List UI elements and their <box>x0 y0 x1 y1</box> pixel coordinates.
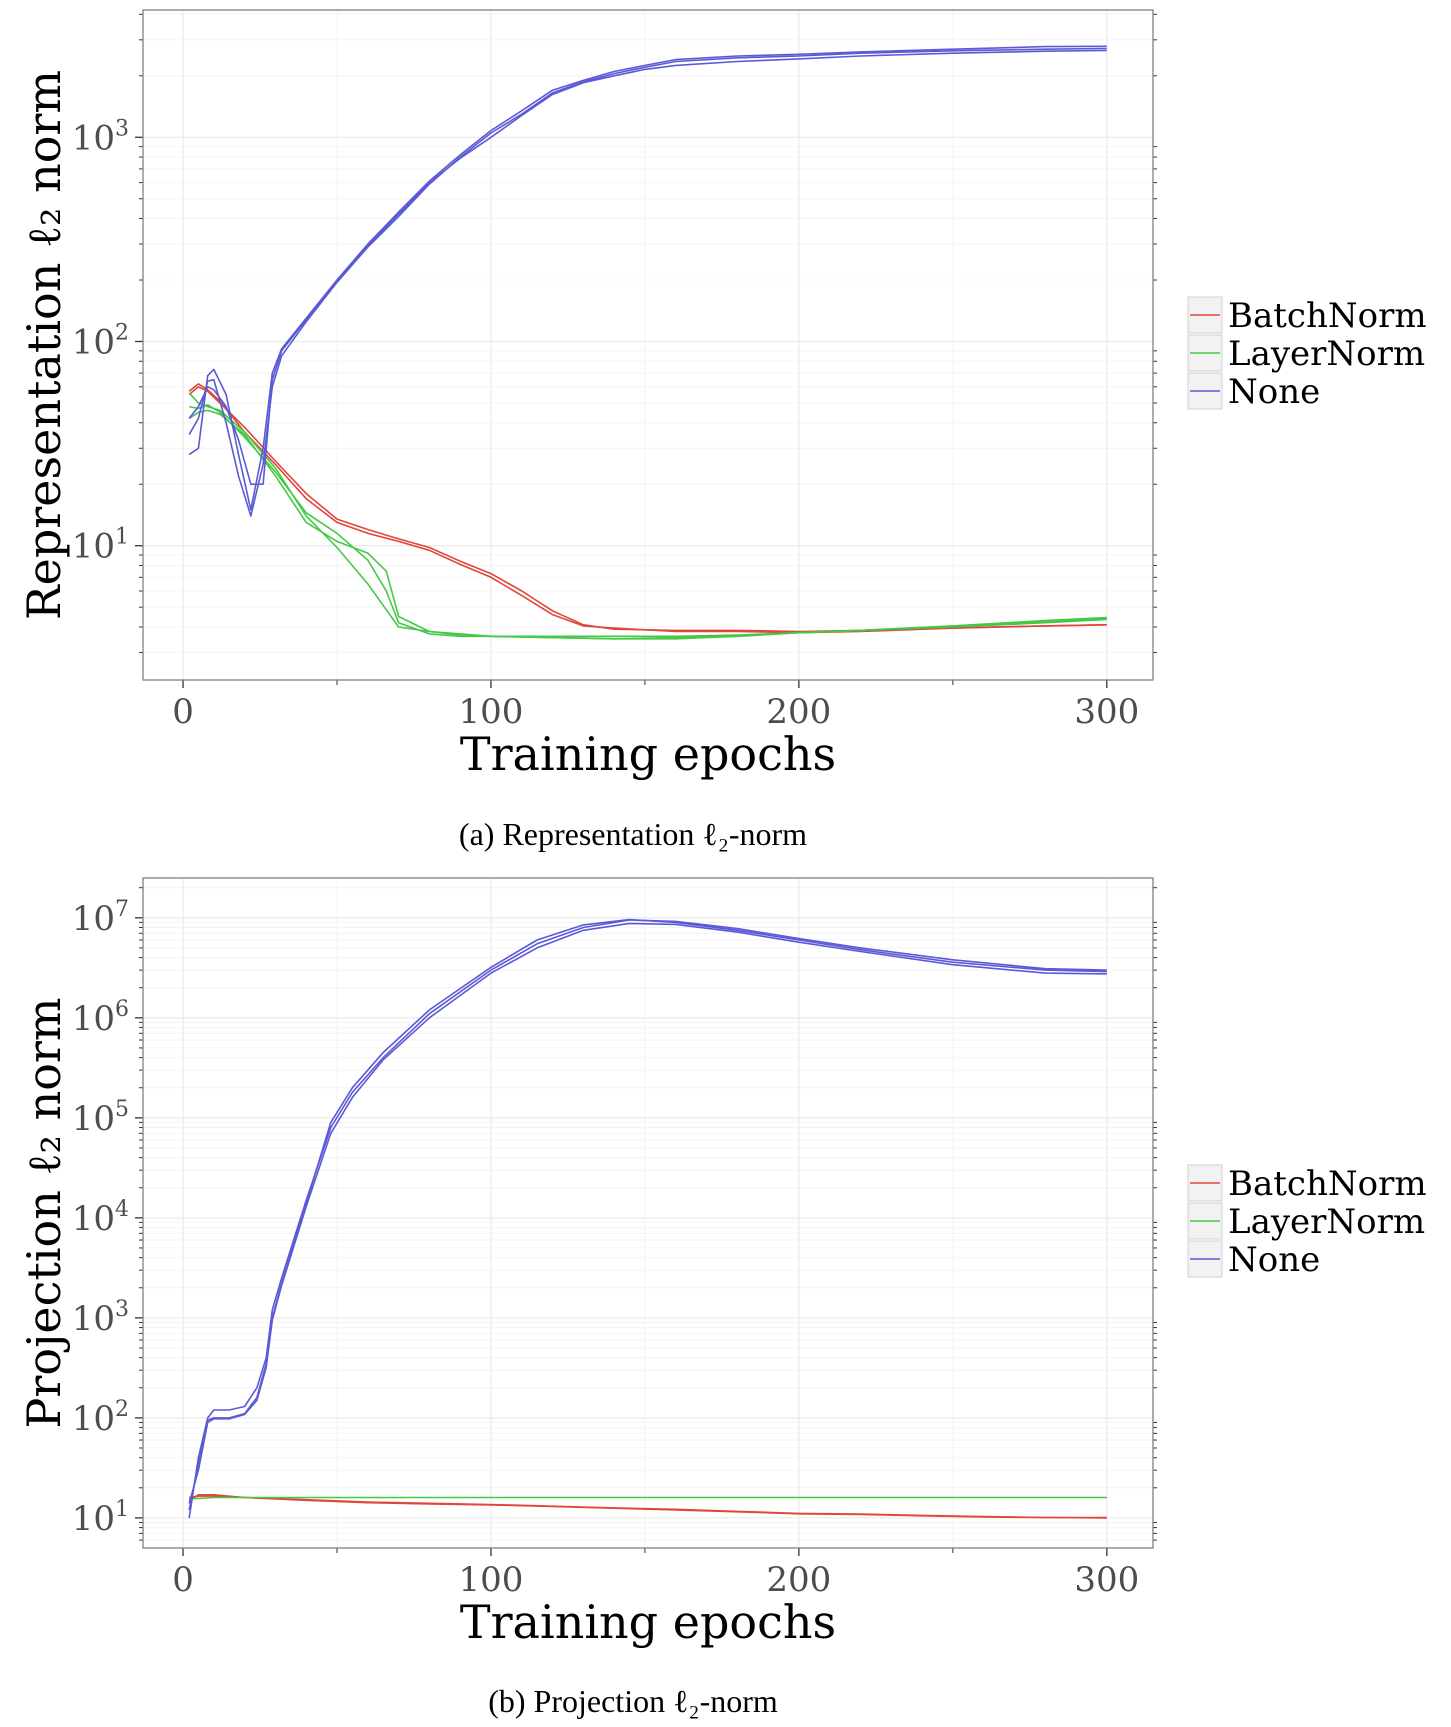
figure-caption: (b) Projection ℓ₂-norm <box>488 1683 778 1719</box>
panel-b: 0 100 200 300 101 102 103 104 105 106 107 Training … <box>17 877 1427 1719</box>
plot-frame <box>142 9 1154 681</box>
x-axis-label: Training epochs <box>460 1595 836 1649</box>
series-layernorm-run-1 <box>189 1496 1107 1500</box>
x-tick-label: 300 <box>1074 1560 1139 1600</box>
y-tick-label: 101 <box>72 1497 129 1539</box>
legend-label-none: None <box>1228 372 1320 412</box>
legend-label-layernorm: LayerNorm <box>1228 334 1425 374</box>
x-tick-label: 0 <box>172 1560 194 1600</box>
y-axis-label: Representation ℓ₂ norm <box>17 70 71 620</box>
figure-caption: (a) Representation ℓ₂-norm <box>459 816 807 852</box>
y-tick-label: 105 <box>72 1097 129 1139</box>
panel-a: 0 100 200 300 101 102 103 Training epochs Repres… <box>17 9 1427 852</box>
series-group <box>188 918 1107 1519</box>
y-tick-label: 103 <box>72 1297 129 1339</box>
x-tick-label: 0 <box>172 692 194 732</box>
x-tick-label: 100 <box>459 692 524 732</box>
x-tick-label: 200 <box>766 692 831 732</box>
x-tick-label: 200 <box>766 1560 831 1600</box>
x-tick-label: 300 <box>1074 692 1139 732</box>
x-tick-label: 100 <box>459 1560 524 1600</box>
series-none-run-2 <box>188 47 1107 517</box>
y-tick-label: 107 <box>72 897 129 939</box>
series-none-run-3 <box>188 49 1107 485</box>
series-none-run-1 <box>188 919 1107 1519</box>
series-batchnorm-run-1 <box>188 386 1107 633</box>
y-tick-label: 102 <box>72 1397 129 1439</box>
y-tick-label: 101 <box>72 525 129 567</box>
plot-background <box>143 878 1153 1548</box>
y-tick-label: 104 <box>72 1197 129 1239</box>
y-axis-label: Projection ℓ₂ norm <box>17 997 71 1428</box>
x-axis-label: Training epochs <box>460 727 836 781</box>
series-layernorm-run-3 <box>188 409 1107 640</box>
y-tick-label: 102 <box>72 320 129 362</box>
series-none-run-2 <box>188 918 1107 1511</box>
plot-background <box>143 10 1153 680</box>
legend-label-batchnorm: BatchNorm <box>1228 1164 1427 1204</box>
y-tick-label: 106 <box>72 997 129 1039</box>
series-none-run-3 <box>188 922 1107 1504</box>
series-group <box>188 45 1107 640</box>
y-tick-label: 103 <box>72 116 129 158</box>
series-none-run-1 <box>188 45 1107 511</box>
legend-label-layernorm: LayerNorm <box>1228 1202 1425 1242</box>
plot-frame <box>142 877 1154 1549</box>
legend-label-none: None <box>1228 1240 1320 1280</box>
legend-label-batchnorm: BatchNorm <box>1228 296 1427 336</box>
